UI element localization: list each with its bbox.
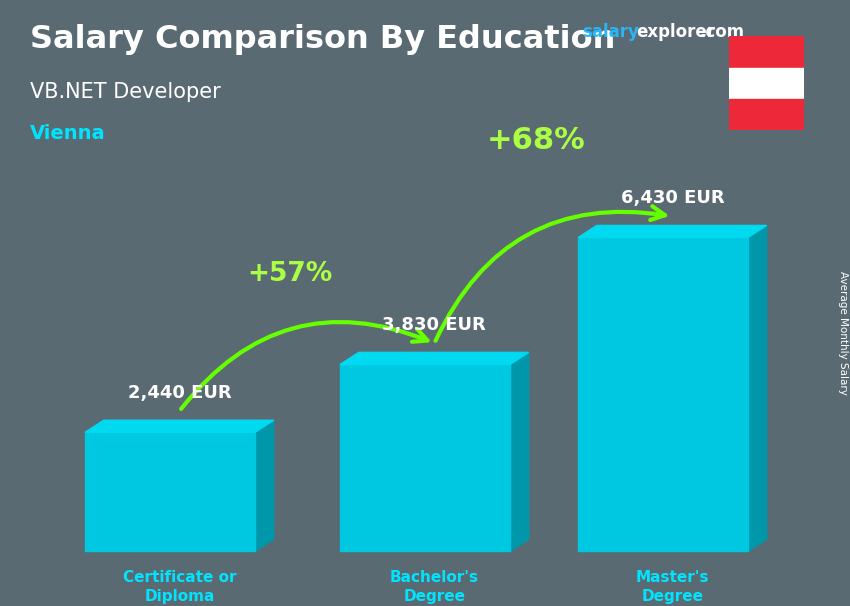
Text: 2,440 EUR: 2,440 EUR (128, 384, 231, 402)
Text: +57%: +57% (247, 261, 332, 287)
Text: VB.NET Developer: VB.NET Developer (30, 82, 220, 102)
Polygon shape (85, 420, 274, 432)
Text: +68%: +68% (487, 126, 586, 155)
Text: Certificate or
Diploma: Certificate or Diploma (122, 570, 236, 604)
Polygon shape (85, 432, 255, 551)
Text: explorer: explorer (636, 23, 715, 41)
Text: 3,830 EUR: 3,830 EUR (382, 316, 486, 334)
Bar (729, 68, 804, 99)
Text: Bachelor's
Degree: Bachelor's Degree (390, 570, 479, 604)
Polygon shape (578, 238, 748, 551)
Bar (729, 36, 804, 68)
Text: Master's
Degree: Master's Degree (636, 570, 709, 604)
Text: .com: .com (700, 23, 745, 41)
Text: Salary Comparison By Education: Salary Comparison By Education (30, 24, 615, 55)
Polygon shape (255, 420, 274, 551)
Bar (729, 99, 804, 130)
Polygon shape (340, 352, 529, 364)
Text: Vienna: Vienna (30, 124, 105, 143)
Polygon shape (510, 352, 529, 551)
Text: salary: salary (582, 23, 639, 41)
Polygon shape (578, 225, 767, 238)
Polygon shape (748, 225, 767, 551)
Polygon shape (340, 364, 510, 551)
Text: 6,430 EUR: 6,430 EUR (620, 189, 724, 207)
Text: Average Monthly Salary: Average Monthly Salary (838, 271, 848, 395)
